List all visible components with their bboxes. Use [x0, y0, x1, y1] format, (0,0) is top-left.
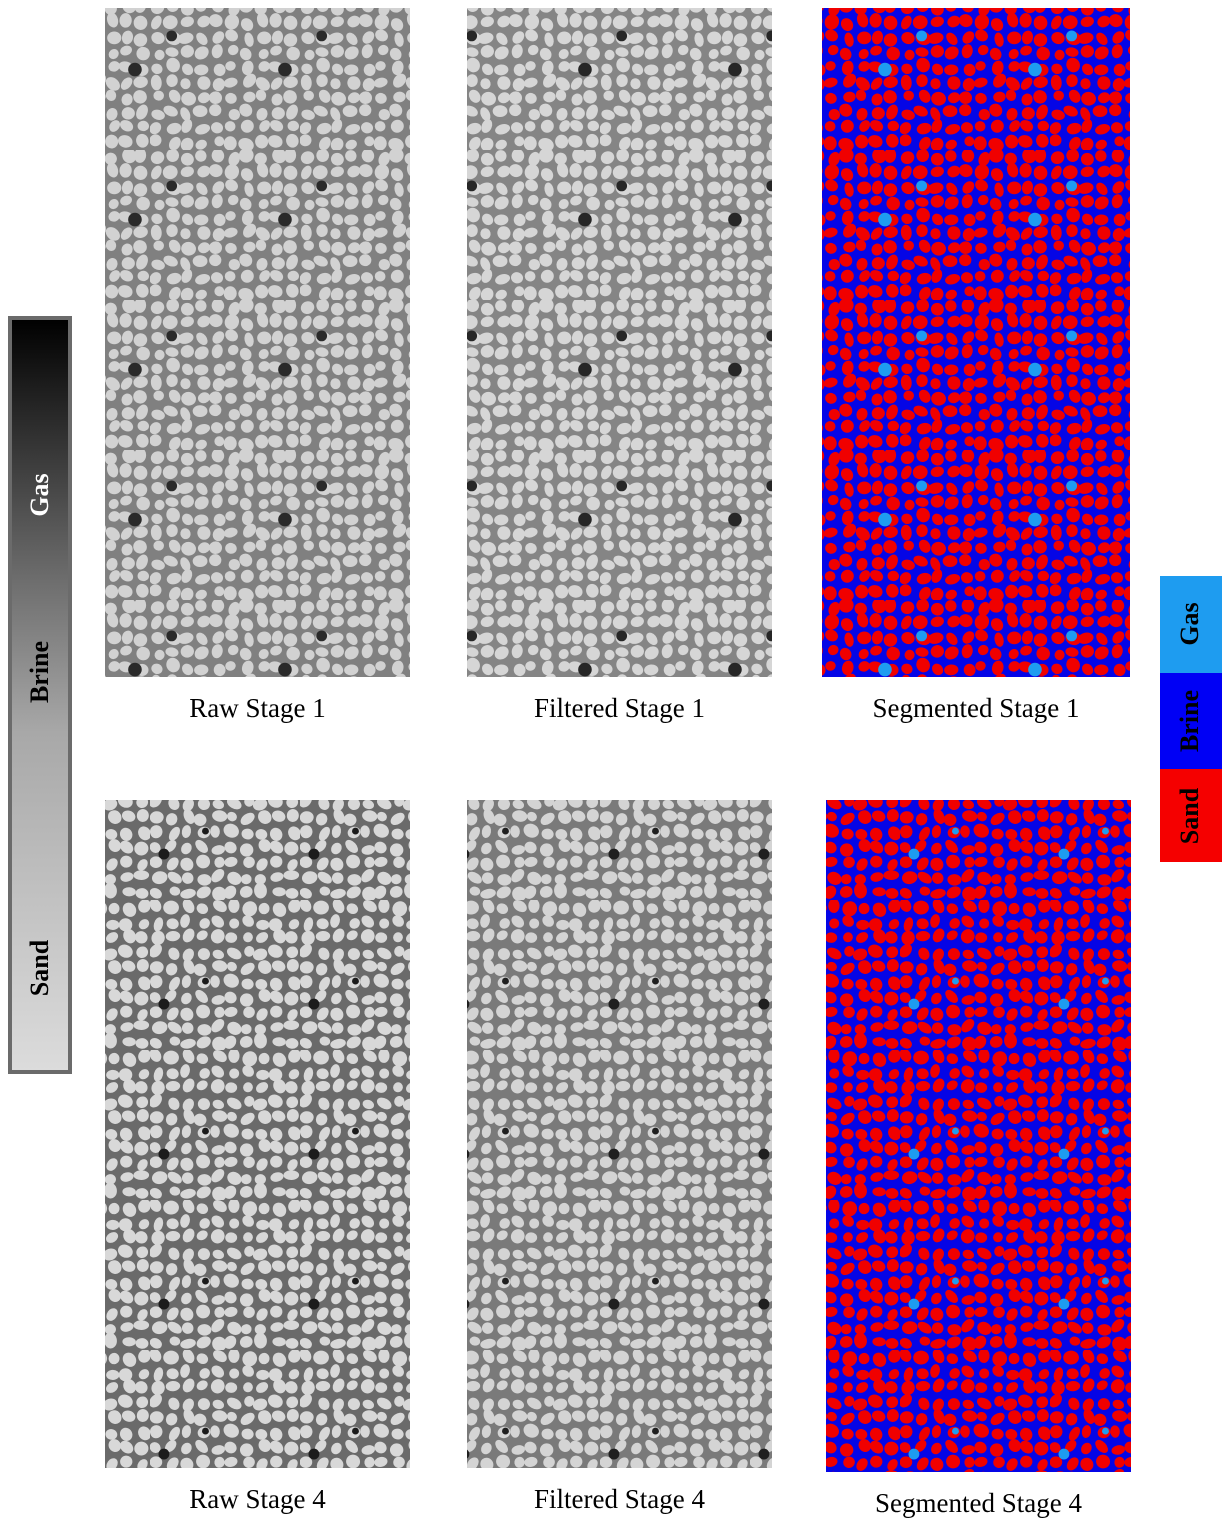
panel-caption: Segmented Stage 4: [875, 1488, 1082, 1518]
panel-caption: Raw Stage 1: [189, 693, 325, 723]
legend-swatch: [1160, 769, 1222, 862]
grayscale-bar: [8, 316, 72, 1074]
legend-swatch: [1160, 576, 1222, 673]
grayscale-label: Sand: [25, 939, 54, 996]
scan-image: [467, 8, 772, 677]
legend-label: Sand: [1175, 787, 1204, 844]
panel-caption: Segmented Stage 1: [873, 693, 1080, 723]
grayscale-label: Gas: [25, 473, 54, 516]
panel-caption: Filtered Stage 4: [534, 1484, 705, 1514]
scan-image: [826, 800, 1131, 1472]
panel-caption: Raw Stage 4: [189, 1484, 326, 1514]
panel-caption: Filtered Stage 1: [534, 693, 705, 723]
grayscale-label: Brine: [25, 641, 54, 703]
scan-image: [105, 800, 410, 1468]
legend-label: Brine: [1175, 690, 1204, 752]
legend-label: Gas: [1175, 602, 1204, 645]
scan-image: [822, 8, 1130, 677]
scan-image: [467, 800, 772, 1468]
legend-swatch: [1160, 673, 1222, 769]
scan-image: [105, 8, 410, 677]
